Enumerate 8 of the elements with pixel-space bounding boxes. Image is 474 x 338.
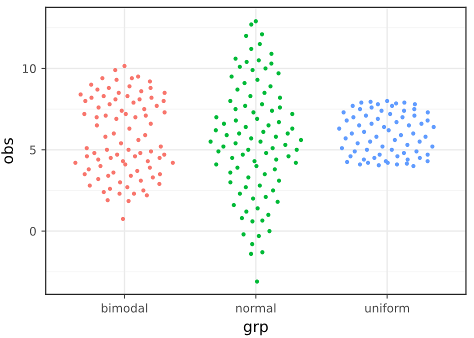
x-tick-label: normal	[236, 303, 276, 313]
x-tick-label: bimodal	[102, 303, 148, 313]
y-tick-label: 5	[30, 146, 36, 154]
y-tick-label: 0	[30, 226, 36, 236]
y-axis-title: obs	[1, 138, 14, 164]
x-tick-label: uniform	[365, 303, 410, 313]
x-axis-title: grp	[244, 323, 268, 336]
y-tick-label: 10	[22, 64, 36, 74]
